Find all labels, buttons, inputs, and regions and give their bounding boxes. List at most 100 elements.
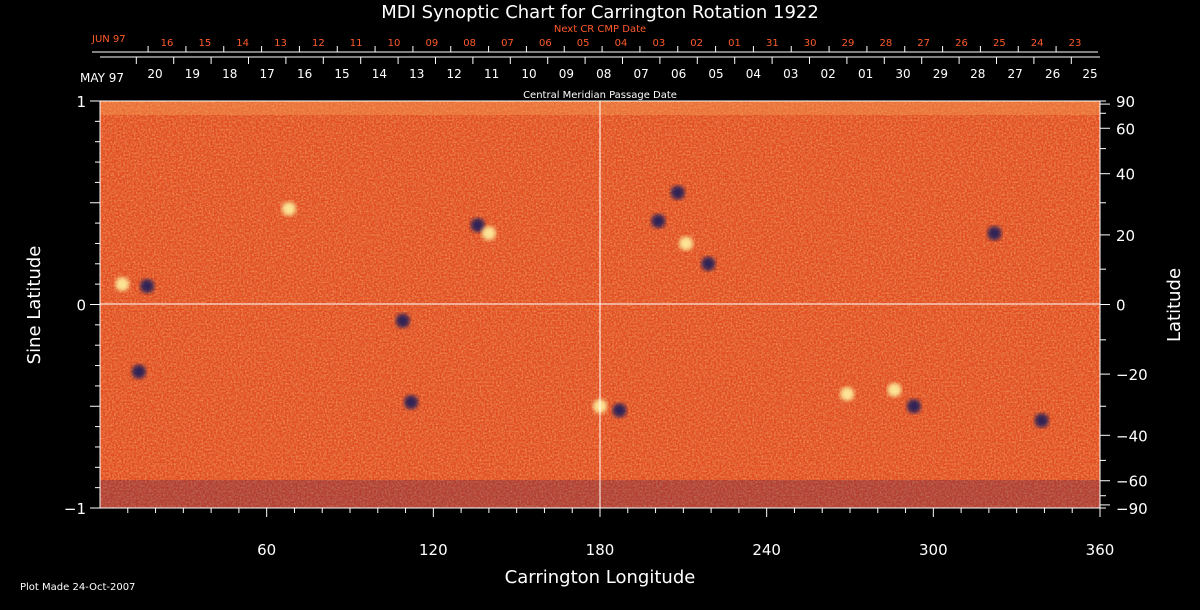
secondary-date-axis: 16 15 14 13 12 11 10 09 08 07 06 05 04 03 02 01 31 30 29 28… — [92, 38, 1098, 53]
secondary-tick-label: 29 — [842, 38, 855, 49]
top-tick-label: 25 — [1082, 67, 1097, 81]
top-tick-label: 11 — [484, 67, 499, 81]
top-tick-label: 19 — [185, 67, 200, 81]
plot-made-note: Plot Made 24-Oct-2007 — [20, 582, 135, 593]
top-tick-label: 09 — [559, 67, 574, 81]
top-tick-label: 30 — [895, 67, 910, 81]
x-axis: 60 120 180 240 300 360 — [127, 508, 1115, 559]
top-axis-month: MAY 97 — [80, 71, 124, 85]
magnetic-feature-negative — [612, 403, 627, 418]
top-tick-label: 17 — [260, 67, 275, 81]
secondary-tick-label: 24 — [1031, 38, 1044, 49]
x-tick-label: 240 — [752, 541, 781, 559]
x-tick-label: 360 — [1086, 541, 1115, 559]
magnetic-feature-negative — [651, 214, 666, 229]
magnetic-feature-positive — [281, 201, 296, 216]
secondary-tick-label: 31 — [766, 38, 779, 49]
chart-title: MDI Synoptic Chart for Carrington Rotati… — [381, 2, 819, 23]
x-tick-label: 180 — [586, 541, 615, 559]
magnetic-feature-negative — [395, 313, 410, 328]
secondary-tick-label: 12 — [312, 38, 325, 49]
magnetic-feature-positive — [115, 277, 130, 292]
top-tick-label: 28 — [970, 67, 985, 81]
x-tick-label: 60 — [257, 541, 276, 559]
top-tick-label: 04 — [746, 67, 761, 81]
magnetic-feature-negative — [670, 185, 685, 200]
secondary-axis-label: Next CR CMP Date — [554, 24, 646, 35]
top-tick-label: 16 — [297, 67, 312, 81]
secondary-axis-month: JUN 97 — [91, 34, 126, 45]
y-axis-left: 1 0 −1 — [64, 93, 100, 518]
top-tick-label: 08 — [596, 67, 611, 81]
secondary-tick-label: 05 — [577, 38, 590, 49]
x-tick-label: 300 — [919, 541, 948, 559]
y-right-tick-label: 60 — [1116, 120, 1135, 138]
secondary-tick-label: 01 — [728, 38, 741, 49]
top-tick-label: 10 — [521, 67, 536, 81]
y-right-tick-label: 0 — [1116, 297, 1126, 315]
y-axis-right-label: Latitude — [1164, 268, 1185, 342]
x-tick-label: 120 — [419, 541, 448, 559]
top-tick-label: 18 — [222, 67, 237, 81]
y-right-tick-label: −60 — [1116, 473, 1148, 491]
magnetic-feature-positive — [887, 382, 902, 397]
top-tick-label: 27 — [1008, 67, 1023, 81]
secondary-tick-label: 04 — [615, 38, 628, 49]
secondary-tick-label: 13 — [274, 38, 287, 49]
top-tick-label: 03 — [783, 67, 798, 81]
secondary-tick-label: 10 — [388, 38, 401, 49]
secondary-tick-label: 26 — [955, 38, 968, 49]
y-right-tick-label: 20 — [1116, 227, 1135, 245]
y-left-tick-label: 1 — [76, 93, 86, 111]
magnetic-feature-negative — [470, 218, 485, 233]
magnetic-feature-positive — [481, 226, 496, 241]
top-tick-label: 07 — [634, 67, 649, 81]
top-tick-label: 29 — [933, 67, 948, 81]
y-left-tick-label: 0 — [76, 297, 86, 315]
secondary-tick-label: 28 — [879, 38, 892, 49]
magnetic-feature-negative — [140, 279, 155, 294]
secondary-tick-label: 11 — [350, 38, 363, 49]
top-axis-label: Central Meridian Passage Date — [523, 90, 677, 101]
magnetic-features — [115, 185, 1049, 428]
secondary-tick-label: 03 — [652, 38, 665, 49]
top-tick-label: 15 — [334, 67, 349, 81]
x-axis-label: Carrington Longitude — [505, 567, 696, 588]
magnetic-feature-negative — [701, 256, 716, 271]
top-tick-label: 06 — [671, 67, 686, 81]
secondary-tick-label: 08 — [463, 38, 476, 49]
secondary-tick-label: 07 — [501, 38, 514, 49]
magnetic-feature-negative — [131, 364, 146, 379]
secondary-tick-label: 23 — [1069, 38, 1082, 49]
secondary-tick-label: 09 — [425, 38, 438, 49]
secondary-tick-label: 15 — [198, 38, 211, 49]
y-right-tick-label: −20 — [1116, 366, 1148, 384]
top-tick-label: 14 — [372, 67, 387, 81]
top-tick-label: 26 — [1045, 67, 1060, 81]
magnetic-feature-positive — [679, 236, 694, 251]
y-right-tick-label: 90 — [1116, 93, 1135, 111]
y-right-tick-label: −40 — [1116, 427, 1148, 445]
magnetic-feature-negative — [404, 395, 419, 410]
top-tick-label: 13 — [409, 67, 424, 81]
top-tick-label: 01 — [858, 67, 873, 81]
top-tick-label: 02 — [821, 67, 836, 81]
magnetic-feature-negative — [987, 226, 1002, 241]
secondary-tick-label: 27 — [917, 38, 930, 49]
y-right-tick-label: 40 — [1116, 166, 1135, 184]
secondary-tick-label: 25 — [993, 38, 1006, 49]
magnetic-feature-negative — [1034, 413, 1049, 428]
secondary-tick-label: 30 — [804, 38, 817, 49]
top-tick-label: 12 — [447, 67, 462, 81]
secondary-tick-label: 06 — [539, 38, 552, 49]
top-tick-label: 05 — [708, 67, 723, 81]
magnetic-feature-negative — [906, 399, 921, 414]
secondary-tick-label: 02 — [690, 38, 703, 49]
secondary-tick-label: 16 — [161, 38, 174, 49]
cmp-date-axis: 20 19 18 17 16 15 14 13 12 11 10 09 08 07 06 05 04 03 02 01… — [100, 56, 1100, 81]
y-axis-left-label: Sine Latitude — [24, 246, 45, 365]
magnetic-feature-positive — [840, 387, 855, 402]
secondary-tick-label: 14 — [236, 38, 249, 49]
y-left-tick-label: −1 — [64, 500, 86, 518]
